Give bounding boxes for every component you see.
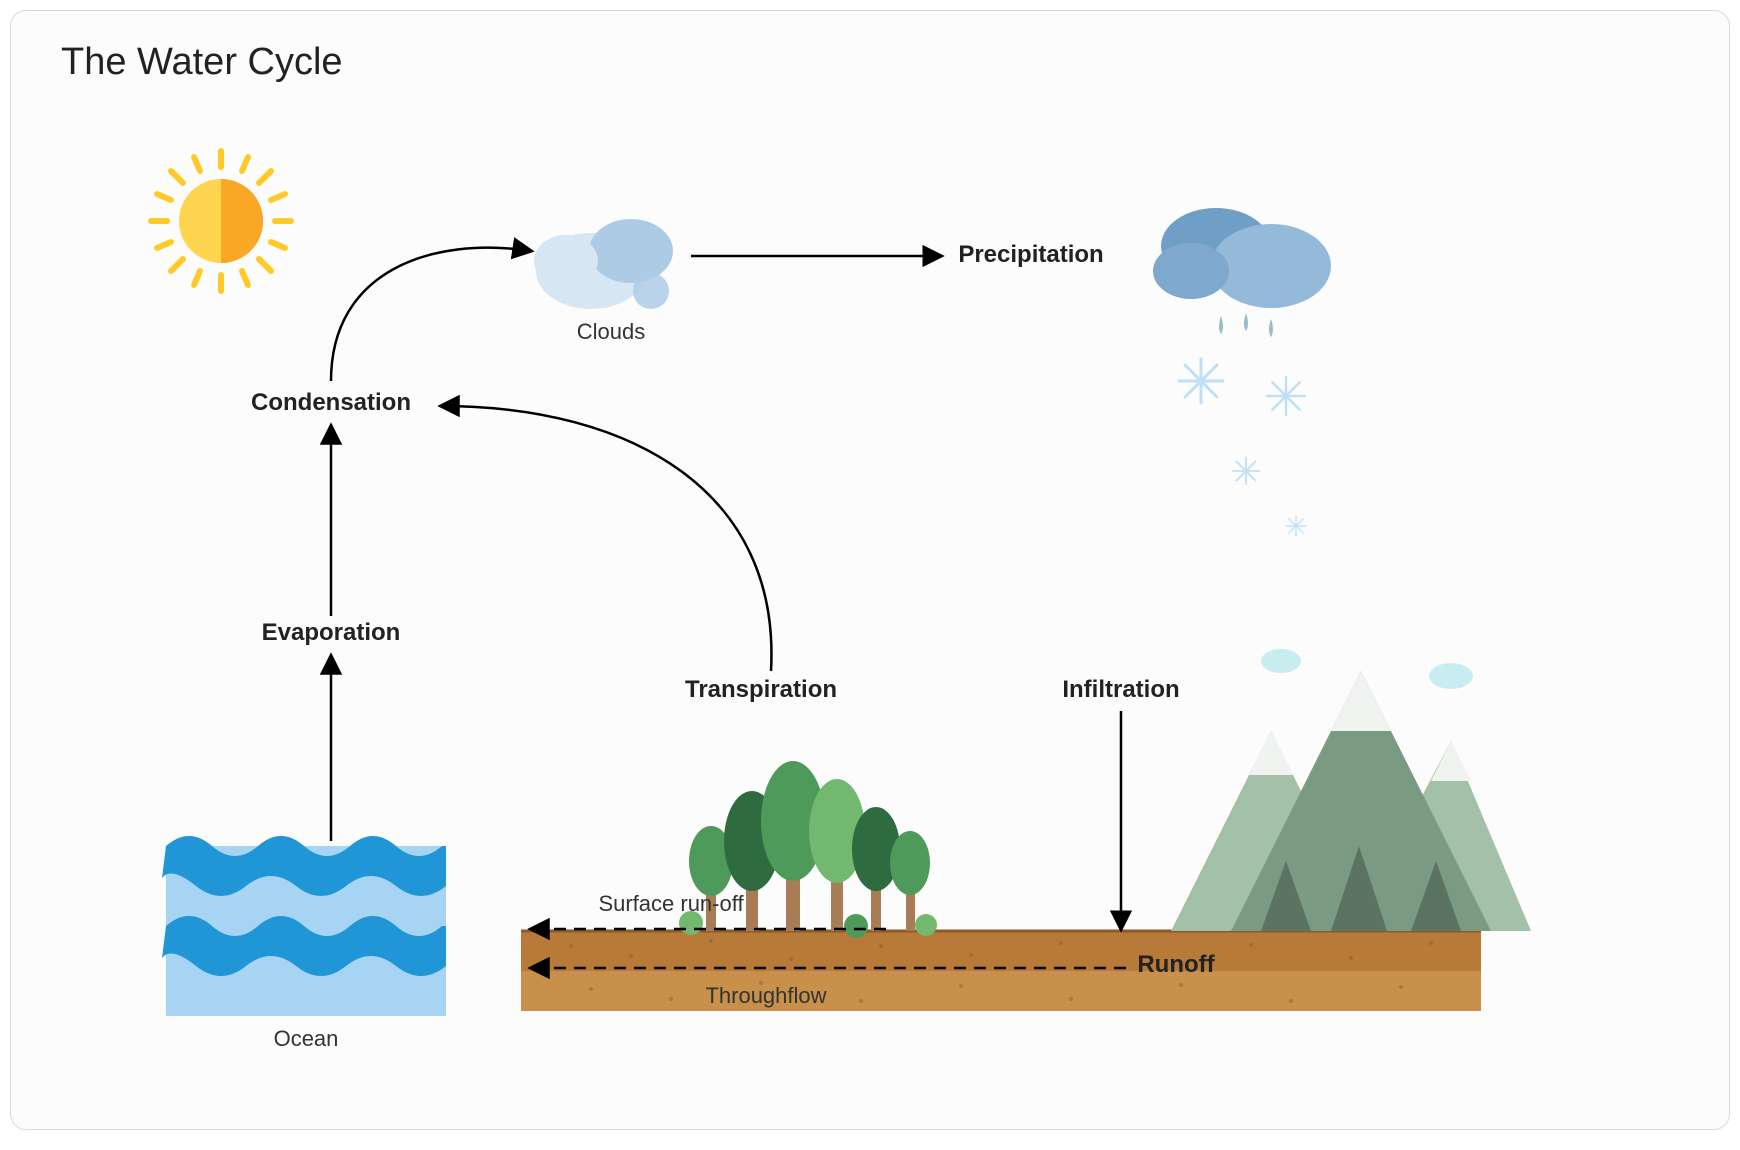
sun-icon <box>151 151 291 291</box>
label-ocean: Ocean <box>274 1026 339 1052</box>
soil-layer <box>521 931 1481 1011</box>
label-runoff: Runoff <box>1137 951 1214 979</box>
diagram-frame: The Water Cycle <box>10 10 1730 1130</box>
label-transpiration: Transpiration <box>685 676 837 704</box>
ocean-icon <box>162 836 446 1016</box>
mountains-icon <box>1171 649 1531 931</box>
label-infiltration: Infiltration <box>1062 676 1179 704</box>
label-surface-runoff: Surface run-off <box>598 891 743 917</box>
rain-cloud-icon <box>1153 208 1331 536</box>
label-clouds: Clouds <box>577 319 645 345</box>
clouds-icon <box>534 219 673 309</box>
diagram-canvas <box>11 11 1730 1130</box>
label-evaporation: Evaporation <box>262 619 401 647</box>
label-precipitation: Precipitation <box>958 241 1103 269</box>
label-condensation: Condensation <box>251 389 411 417</box>
label-throughflow: Throughflow <box>705 983 826 1009</box>
